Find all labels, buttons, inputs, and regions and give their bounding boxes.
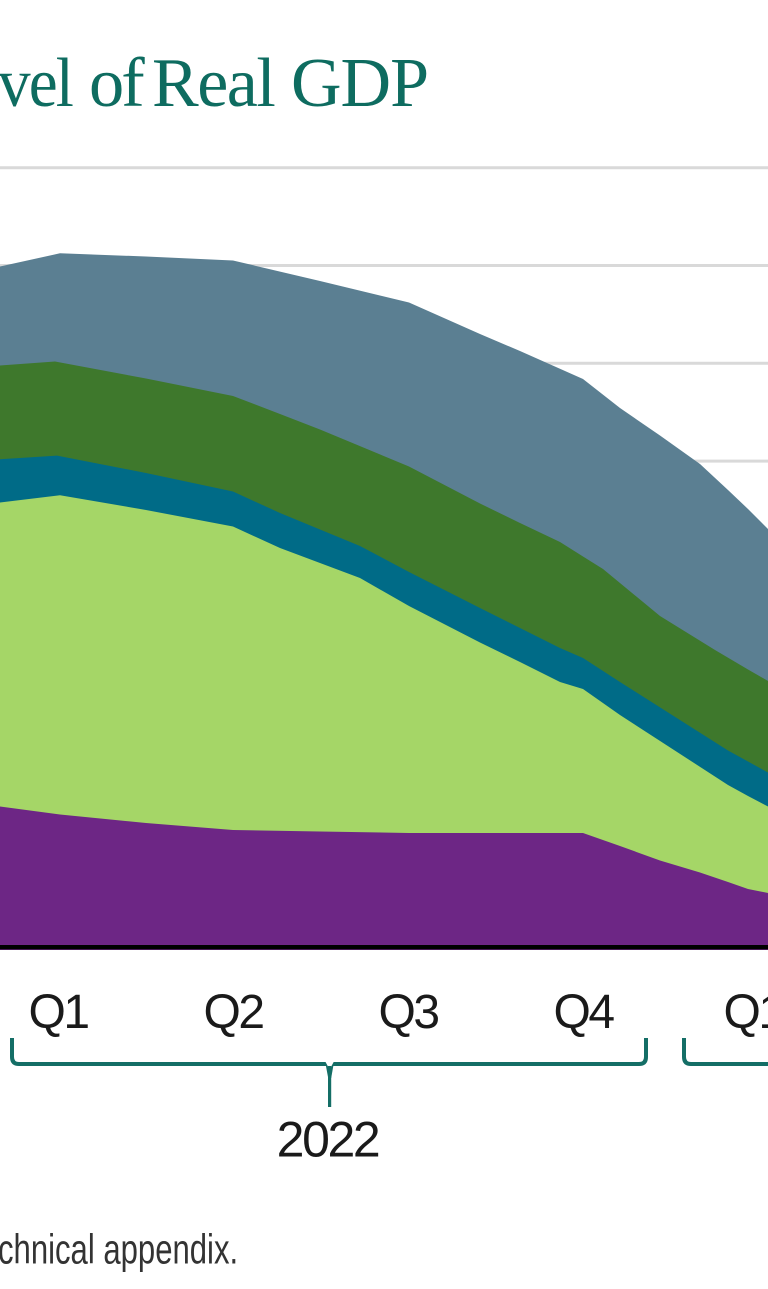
svg-text:Q1: Q1 bbox=[723, 986, 768, 1039]
svg-text:Q3: Q3 bbox=[378, 986, 438, 1039]
svg-text:2022: 2022 bbox=[277, 1112, 379, 1168]
svg-text:chnical appendix.: chnical appendix. bbox=[0, 1226, 238, 1273]
svg-text:Q2: Q2 bbox=[203, 986, 263, 1039]
svg-text:Q4: Q4 bbox=[553, 986, 614, 1039]
svg-text:Q1: Q1 bbox=[28, 986, 88, 1039]
